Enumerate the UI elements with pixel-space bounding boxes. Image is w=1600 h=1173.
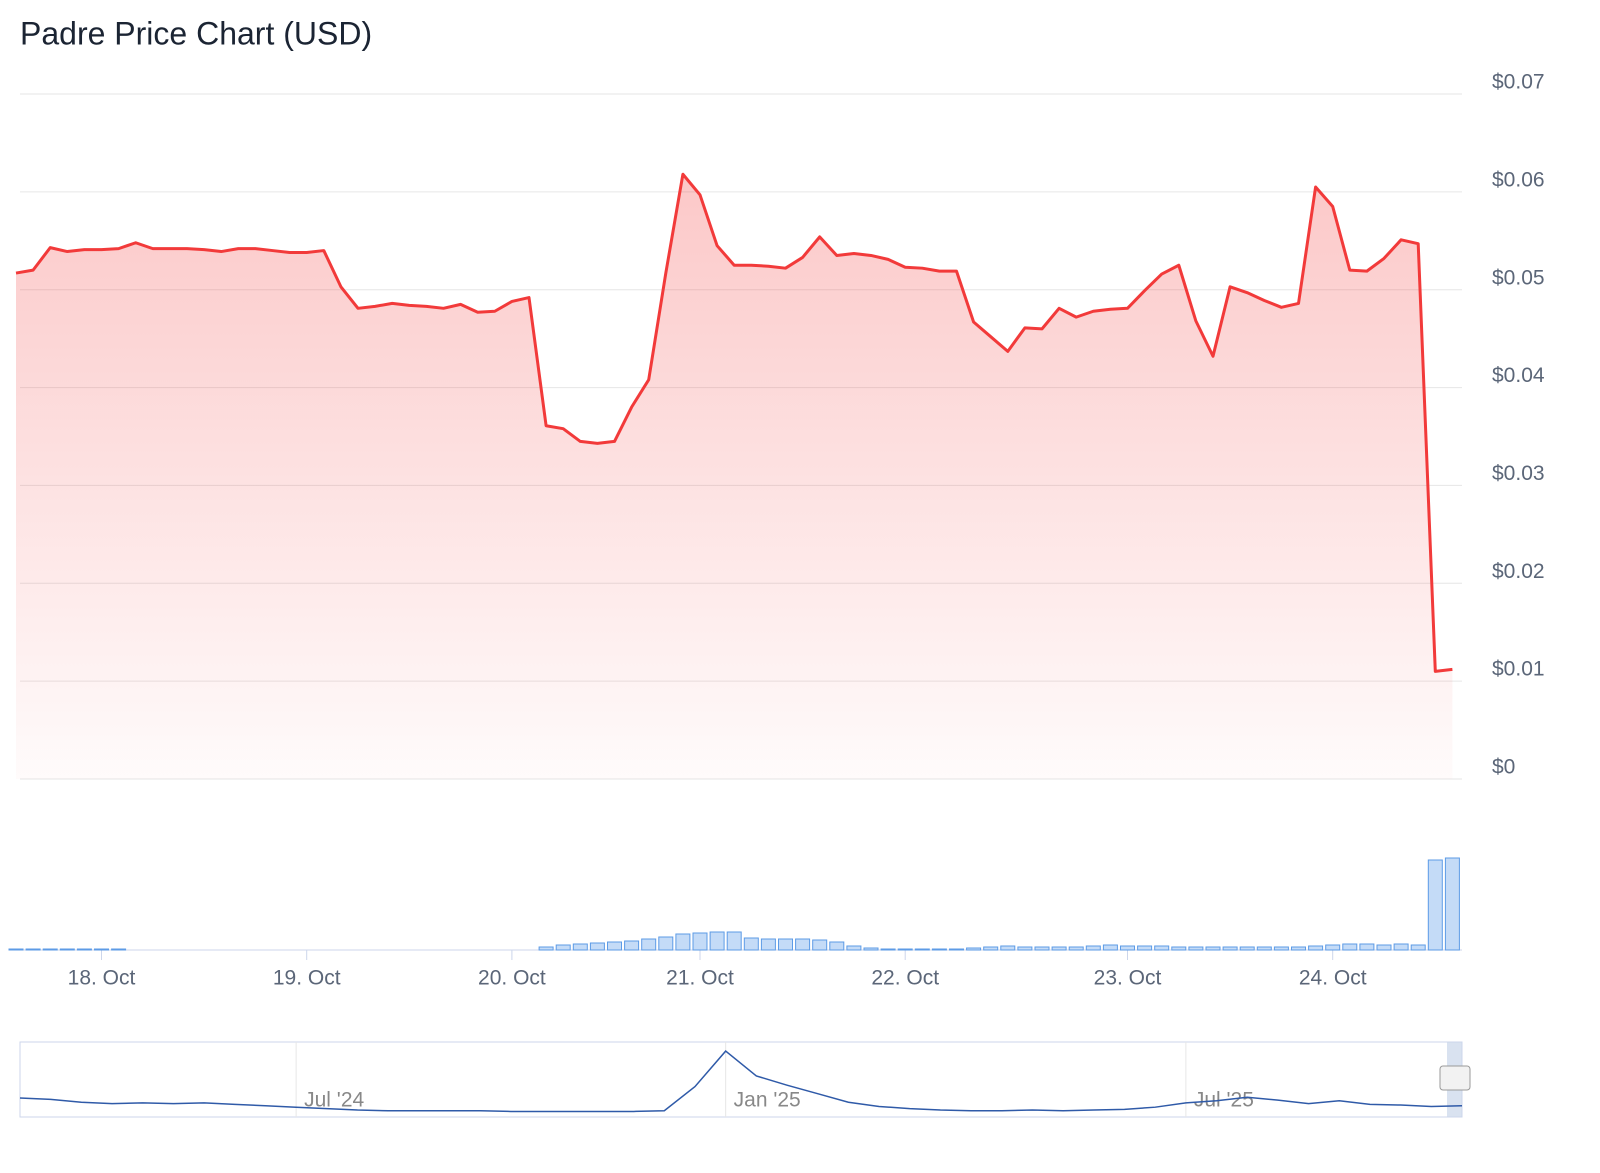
volume-bar bbox=[1427, 859, 1443, 951]
volume-bar bbox=[641, 938, 657, 951]
x-tick-label: 23. Oct bbox=[1094, 967, 1162, 990]
volume-bar bbox=[1068, 946, 1084, 951]
volume-bar bbox=[949, 948, 964, 951]
volume-bar bbox=[1102, 944, 1118, 951]
volume-bar bbox=[1291, 946, 1306, 951]
x-tick-label: 18. Oct bbox=[68, 967, 136, 990]
volume-bar bbox=[1051, 946, 1067, 951]
volume-bar bbox=[846, 945, 862, 951]
y-tick-label: $0.03 bbox=[1492, 462, 1545, 485]
price-area bbox=[16, 174, 1453, 779]
navigator-label: Jan '25 bbox=[734, 1089, 801, 1112]
volume-bar bbox=[795, 938, 811, 951]
navigator-label: Jul '24 bbox=[304, 1089, 364, 1112]
volume-bar bbox=[1308, 945, 1324, 951]
volume-bar bbox=[76, 948, 92, 951]
volume-bar bbox=[1205, 946, 1221, 951]
volume-bar bbox=[1171, 946, 1187, 951]
volume-bar bbox=[1120, 945, 1135, 951]
volume-bar bbox=[572, 943, 588, 951]
volume-bar bbox=[778, 938, 793, 951]
volume-bar bbox=[709, 931, 725, 951]
y-tick-label: $0.01 bbox=[1492, 658, 1545, 681]
volume-bar bbox=[675, 933, 691, 951]
volume-bar bbox=[743, 937, 759, 951]
volume-bar bbox=[1393, 943, 1409, 951]
volume-bar bbox=[726, 931, 742, 951]
x-tick-label: 19. Oct bbox=[273, 967, 341, 990]
volume-bar bbox=[812, 939, 828, 951]
volume-bar bbox=[1000, 945, 1016, 951]
volume-bar bbox=[760, 938, 776, 951]
y-tick-label: $0.02 bbox=[1492, 560, 1545, 583]
navigator-handle[interactable] bbox=[1439, 1065, 1471, 1091]
y-tick-label: $0.04 bbox=[1492, 364, 1545, 387]
volume-bar bbox=[1239, 946, 1255, 951]
volume-bar bbox=[25, 948, 41, 951]
y-tick-label: $0 bbox=[1492, 756, 1515, 779]
volume-bar bbox=[94, 948, 109, 951]
volume-bar bbox=[863, 947, 879, 951]
navigator-line bbox=[19, 1050, 1463, 1113]
volume-bar bbox=[1410, 944, 1426, 951]
volume-bar bbox=[624, 940, 640, 951]
volume-bar bbox=[8, 948, 24, 951]
volume-bar bbox=[692, 932, 708, 951]
volume-bar bbox=[658, 936, 674, 951]
volume-bar bbox=[931, 948, 947, 951]
volume-bar bbox=[983, 946, 999, 951]
y-tick-label: $0.06 bbox=[1492, 168, 1545, 191]
volume-bar bbox=[1359, 943, 1375, 951]
x-tick-label: 24. Oct bbox=[1299, 967, 1367, 990]
volume-bar bbox=[1325, 944, 1341, 951]
volume-bar bbox=[607, 941, 622, 951]
volume-bar bbox=[880, 948, 896, 951]
volume-bar bbox=[111, 948, 127, 951]
volume-bar bbox=[1376, 944, 1392, 951]
volume-bar bbox=[1256, 946, 1272, 951]
price-line bbox=[15, 172, 1453, 673]
y-tick-label: $0.07 bbox=[1492, 71, 1545, 94]
volume-bar bbox=[1188, 946, 1204, 951]
volume-bar bbox=[42, 948, 58, 951]
x-tick-label: 20. Oct bbox=[478, 967, 546, 990]
volume-bar bbox=[966, 947, 982, 951]
chart-title: Padre Price Chart (USD) bbox=[20, 15, 372, 51]
volume-bar bbox=[555, 944, 571, 951]
volume-bar bbox=[1444, 857, 1460, 951]
x-tick-label: 21. Oct bbox=[666, 967, 734, 990]
volume-bar bbox=[538, 946, 554, 951]
volume-bar bbox=[1017, 946, 1033, 951]
volume-bar bbox=[829, 941, 845, 951]
volume-bar bbox=[589, 942, 605, 951]
volume-bar bbox=[1222, 946, 1238, 951]
volume-bar bbox=[1034, 946, 1050, 951]
volume-bar bbox=[897, 948, 913, 951]
volume-bar bbox=[1273, 946, 1289, 951]
volume-bar bbox=[1342, 943, 1358, 951]
volume-bar bbox=[1154, 945, 1170, 951]
volume-bar bbox=[1085, 945, 1101, 951]
x-tick-label: 22. Oct bbox=[871, 967, 939, 990]
volume-bar bbox=[914, 948, 930, 951]
y-tick-label: $0.05 bbox=[1492, 266, 1545, 289]
volume-bar bbox=[59, 948, 75, 951]
volume-bar bbox=[1137, 945, 1153, 951]
